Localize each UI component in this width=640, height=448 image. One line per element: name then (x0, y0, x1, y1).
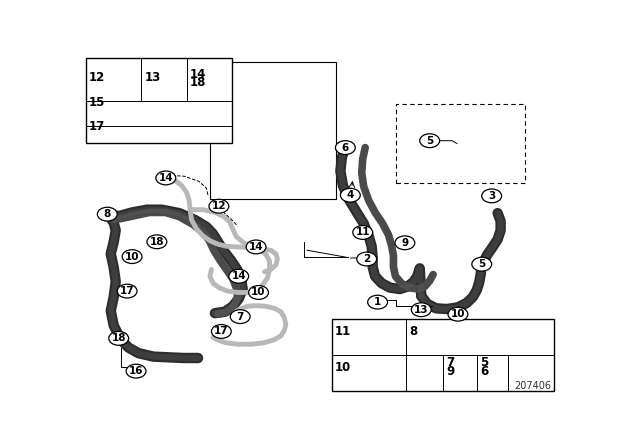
Text: 11: 11 (335, 325, 351, 338)
Bar (332, 319, 554, 391)
Text: 17: 17 (120, 286, 134, 296)
Text: 207406: 207406 (514, 381, 551, 391)
Text: 5: 5 (478, 259, 485, 269)
Text: 14: 14 (190, 68, 207, 81)
Text: 12: 12 (89, 71, 105, 84)
Circle shape (335, 141, 355, 155)
Circle shape (420, 134, 440, 147)
Circle shape (117, 284, 137, 298)
Text: 2: 2 (363, 254, 371, 264)
Text: 12: 12 (212, 201, 226, 211)
Text: 15: 15 (89, 96, 106, 109)
Circle shape (246, 240, 266, 254)
Circle shape (211, 324, 231, 338)
Text: 17: 17 (89, 120, 105, 133)
Text: 18: 18 (150, 237, 164, 247)
Text: 3: 3 (488, 191, 495, 201)
Text: 4: 4 (347, 190, 354, 200)
Circle shape (356, 252, 376, 266)
Text: 14: 14 (232, 271, 246, 281)
Circle shape (147, 235, 167, 249)
Circle shape (156, 171, 176, 185)
Text: 7: 7 (237, 312, 244, 322)
Text: 5: 5 (480, 356, 488, 369)
Circle shape (448, 307, 468, 321)
Text: 14: 14 (159, 173, 173, 183)
Circle shape (126, 364, 146, 378)
Circle shape (412, 303, 431, 317)
Text: 8: 8 (104, 209, 111, 219)
Text: 9: 9 (446, 365, 454, 378)
Circle shape (109, 332, 129, 345)
Text: 10: 10 (252, 288, 266, 297)
Circle shape (209, 199, 229, 213)
Circle shape (353, 225, 372, 239)
Text: 18: 18 (111, 333, 126, 343)
Circle shape (97, 207, 117, 221)
Bar (86, 58, 232, 143)
Text: 18: 18 (190, 76, 207, 89)
Circle shape (122, 250, 142, 263)
Circle shape (230, 310, 250, 323)
Text: 13: 13 (145, 71, 161, 84)
Circle shape (367, 295, 388, 309)
Circle shape (472, 257, 492, 271)
Text: 17: 17 (214, 327, 228, 336)
Text: 13: 13 (414, 305, 429, 315)
Text: 1: 1 (374, 297, 381, 307)
Bar (210, 62, 337, 198)
Circle shape (249, 285, 269, 299)
Circle shape (340, 188, 360, 202)
Text: 8: 8 (409, 325, 417, 338)
Circle shape (482, 189, 502, 203)
Text: 7: 7 (446, 356, 454, 369)
Text: 10: 10 (335, 361, 351, 374)
Circle shape (229, 269, 248, 283)
Circle shape (395, 236, 415, 250)
Text: 16: 16 (129, 366, 143, 376)
Text: 14: 14 (249, 242, 264, 252)
Text: 10: 10 (451, 309, 465, 319)
Text: 6: 6 (342, 142, 349, 153)
Text: 9: 9 (401, 238, 408, 248)
Text: 6: 6 (480, 365, 488, 378)
Text: 11: 11 (355, 228, 370, 237)
Text: 10: 10 (125, 252, 140, 262)
Bar (396, 104, 525, 183)
Text: 5: 5 (426, 136, 433, 146)
